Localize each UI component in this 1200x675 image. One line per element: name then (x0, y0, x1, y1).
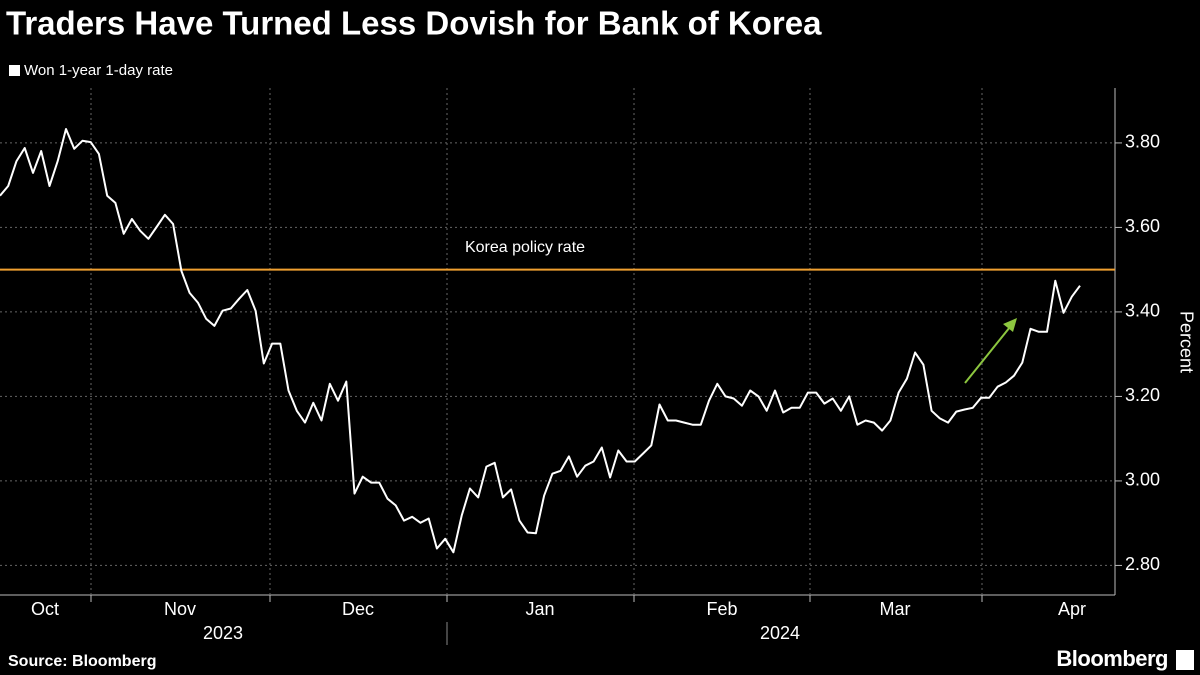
x-tick-label: Apr (1058, 599, 1086, 619)
y-tick-label: 3.60 (1125, 216, 1160, 236)
trend-arrow-head (1003, 318, 1017, 332)
y-tick-label: 3.00 (1125, 470, 1160, 490)
y-tick-label: 3.80 (1125, 132, 1160, 152)
year-label: 2023 (203, 623, 243, 643)
y-tick-label: 2.80 (1125, 554, 1160, 574)
y-axis-label: Percent (1176, 311, 1196, 373)
legend-swatch (9, 65, 20, 76)
x-tick-label: Oct (31, 599, 59, 619)
year-label: 2024 (760, 623, 800, 643)
y-tick-label: 3.20 (1125, 385, 1160, 405)
y-tick-label: 3.40 (1125, 301, 1160, 321)
x-tick-label: Nov (164, 599, 196, 619)
brand: Bloomberg (1056, 646, 1168, 671)
x-tick-label: Feb (706, 599, 737, 619)
brand-icon (1176, 650, 1194, 670)
chart-title: Traders Have Turned Less Dovish for Bank… (6, 5, 822, 42)
x-tick-label: Dec (342, 599, 374, 619)
x-tick-label: Mar (880, 599, 911, 619)
legend-label: Won 1-year 1-day rate (24, 62, 173, 79)
x-tick-label: Jan (525, 599, 554, 619)
series-line (0, 128, 1081, 554)
policy-rate-label: Korea policy rate (465, 239, 585, 256)
trend-arrow (964, 321, 1015, 384)
source: Source: Bloomberg (8, 653, 156, 670)
